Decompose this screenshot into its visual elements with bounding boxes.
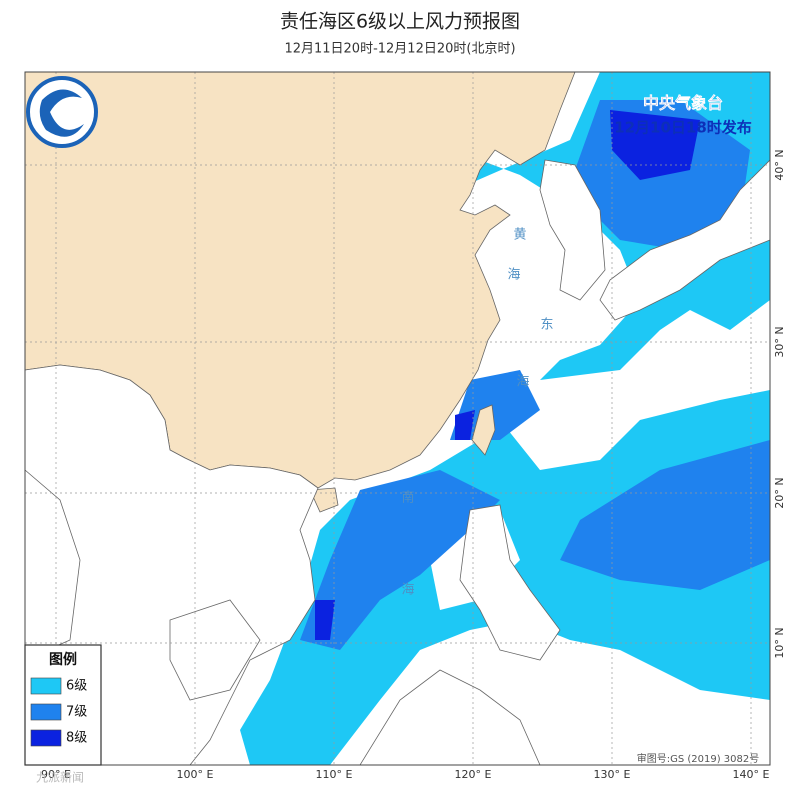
review-number: 审图号:GS (2019) 3082号 [637, 752, 760, 765]
coordinate-labels: 90° E 100° E 110° E 120° E 130° E 140° E 40° N… [41, 149, 786, 781]
legend-label: 8级 [66, 731, 87, 746]
wind-area-8 [455, 410, 475, 440]
latitude-label: 20° N [773, 477, 786, 508]
longitude-label: 140° E [733, 768, 770, 781]
map-body [25, 72, 770, 765]
legend-title: 图例 [49, 651, 77, 668]
wind-area-8 [610, 110, 700, 180]
borneo [359, 669, 541, 765]
longitude-label: 110° E [316, 768, 353, 781]
legend-swatch [30, 703, 62, 721]
logo-mark [39, 89, 84, 137]
sea-label: 海 [507, 268, 520, 283]
korea [539, 159, 606, 301]
wind-area-7 [300, 470, 500, 650]
sea-label: 海 [401, 583, 414, 598]
logo [26, 76, 98, 148]
latitude-label: 30° N [773, 326, 786, 357]
longitude-label: 130° E [594, 768, 631, 781]
gulf-of-thailand [169, 599, 261, 701]
title: 责任海区6级以上风力预报图 [280, 11, 520, 33]
legend-label: 6级 [66, 679, 87, 694]
longitude-label: 100° E [177, 768, 214, 781]
bay-of-bengal [25, 469, 81, 661]
wind-area-7 [560, 440, 770, 590]
latitude-label: 10° N [773, 627, 786, 658]
latitude-label: 40° N [773, 149, 786, 180]
sea-label: 东 [540, 318, 553, 333]
legend: 图例 6级 7级 8级 [24, 644, 102, 766]
subtitle: 12月11日20时-12月12日20时(北京时) [284, 42, 515, 57]
frame [24, 71, 771, 766]
sea-label: 海 [516, 375, 529, 390]
japan [599, 159, 770, 321]
watermark: 九派新闻 [36, 770, 84, 785]
philippines [459, 504, 561, 661]
taiwan [471, 404, 496, 456]
longitude-label: 120° E [455, 768, 492, 781]
hainan [309, 487, 339, 513]
wind-area-8 [315, 600, 335, 640]
sea-label: 南 [401, 490, 414, 506]
legend-swatch [30, 677, 62, 695]
issuer-agency: 中央气象台 [643, 94, 723, 113]
legend-label: 7级 [66, 705, 87, 720]
longitude-label: 90° E [41, 768, 71, 781]
issuer-time: 12月10日18时发布 [614, 119, 752, 137]
graticule [25, 72, 770, 765]
legend-swatch [30, 729, 62, 747]
sea-label: 黄 [513, 228, 526, 243]
